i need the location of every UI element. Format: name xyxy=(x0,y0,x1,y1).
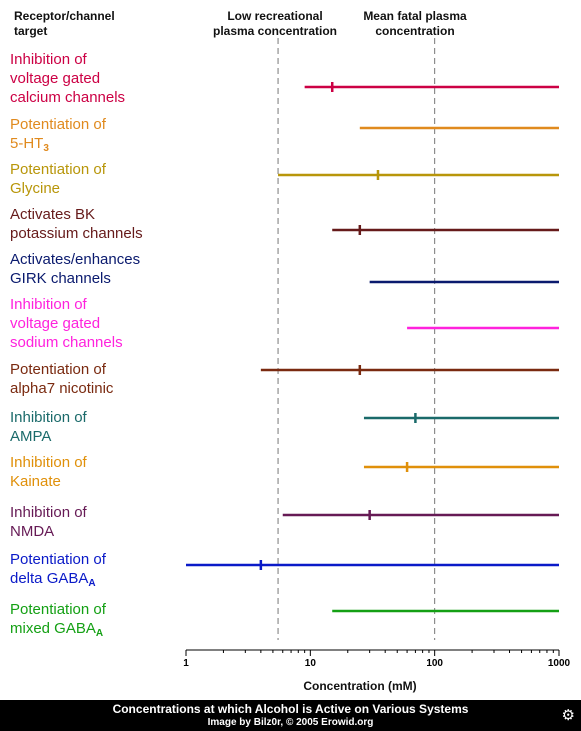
series-label-line: NMDA xyxy=(10,523,55,540)
x-tick-label: 10 xyxy=(305,658,317,669)
subscript: A xyxy=(95,628,104,639)
series-label-line: voltage gated xyxy=(10,315,101,332)
footer-credit: Image by Bilz0r, © 2005 Erowid.org xyxy=(207,717,374,728)
series-label: Potentiation of mixed GABAA xyxy=(10,600,190,639)
series-label: Potentiation of 5-HT3 xyxy=(10,115,190,154)
series-label-line: Potentiation of xyxy=(10,551,106,568)
series-label-line: Inhibition of xyxy=(10,296,87,313)
series-label-line: sodium channels xyxy=(10,334,123,351)
subscript: A xyxy=(88,578,96,589)
series-label-line: Inhibition of xyxy=(10,504,87,521)
series-label-line: Inhibition of xyxy=(10,51,87,68)
series-label-line: Glycine xyxy=(10,180,61,197)
series-label: Inhibition of AMPA xyxy=(10,408,190,446)
header-receptor-target: Receptor/channel target xyxy=(14,9,115,38)
series-label-line: Activates BK xyxy=(10,206,96,223)
series-label-line: 5-HT3 xyxy=(10,135,49,154)
footer-title: Concentrations at which Alcohol is Activ… xyxy=(112,702,469,716)
footer-bar: Concentrations at which Alcohol is Activ… xyxy=(0,700,581,731)
series-label: Activates/enhances GIRK channels xyxy=(10,250,190,288)
series-label-line: Activates/enhances xyxy=(10,251,141,268)
series-label-line: Kainate xyxy=(10,473,61,490)
series-label-line: Inhibition of xyxy=(10,454,87,471)
series-label-line: Potentiation of xyxy=(10,161,106,178)
series-label: Inhibition of NMDA xyxy=(10,503,190,541)
series-label: Inhibition of voltage gated calcium channe… xyxy=(10,50,190,107)
series-label: Potentiation of Glycine xyxy=(10,160,190,198)
range-chart: 1 10 100 1000 xyxy=(183,38,571,669)
series-label-line: AMPA xyxy=(10,428,52,445)
series-label-line: potassium channels xyxy=(10,225,143,242)
series-label-line: GIRK channels xyxy=(10,270,111,287)
header-low-recreational: Low recreational plasma concentration xyxy=(212,9,338,38)
header-mean-fatal: Mean fatal plasma concentration xyxy=(363,9,467,38)
series-label-line: mixed GABAA xyxy=(10,620,104,639)
series-label-line: Potentiation of xyxy=(10,601,106,618)
series-label-line: alpha7 nicotinic xyxy=(10,380,114,397)
x-axis-label: Concentration (mM) xyxy=(303,679,417,693)
x-tick-label: 1000 xyxy=(548,658,571,669)
series-label-line: Potentiation of xyxy=(10,116,106,133)
series-label-line: delta GABAA xyxy=(10,570,96,589)
series-label-line: voltage gated xyxy=(10,70,101,87)
series-label-line: Potentiation of xyxy=(10,361,106,378)
series-label-line: Inhibition of xyxy=(10,409,87,426)
subscript: 3 xyxy=(43,143,49,154)
x-tick-label: 100 xyxy=(426,658,443,669)
series-label: Potentiation of alpha7 nicotinic xyxy=(10,360,190,398)
series-label-line: calcium channels xyxy=(10,89,126,106)
series-label: Inhibition of Kainate xyxy=(10,453,190,491)
gear-icon: ⚙ xyxy=(561,707,575,724)
series-label: Potentiation of delta GABAA xyxy=(10,550,190,589)
series-label: Inhibition of voltage gated sodium channel… xyxy=(10,295,190,352)
row-labels: Inhibition of voltage gated calcium channe… xyxy=(0,0,190,650)
series-label: Activates BK potassium channels xyxy=(10,205,190,243)
x-tick-label: 1 xyxy=(183,658,189,669)
